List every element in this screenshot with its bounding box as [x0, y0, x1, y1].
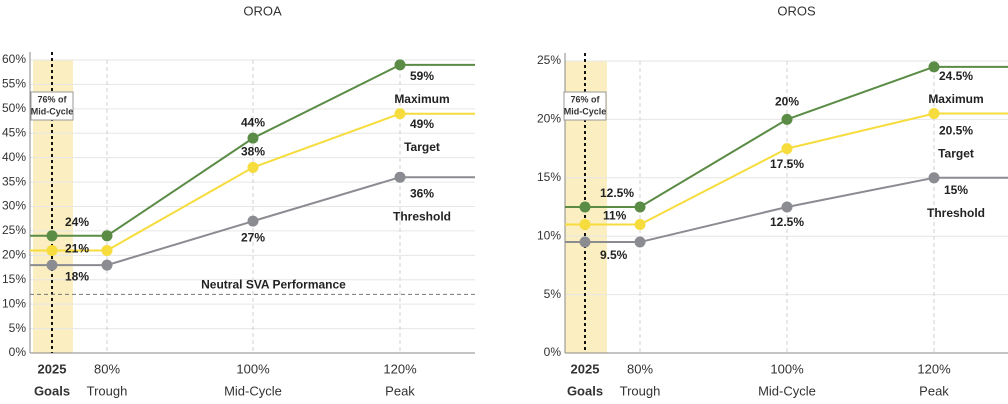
point [247, 215, 259, 227]
point [579, 201, 591, 213]
value-label: 21% [65, 242, 89, 256]
series-name: Threshold [393, 209, 451, 223]
chart-title: OROS [777, 3, 816, 18]
x-tick-sublabel: Trough [620, 383, 661, 398]
point [781, 113, 793, 125]
series-name: Maximum [394, 92, 449, 106]
point [46, 244, 58, 256]
y-tick-label: 45% [2, 125, 26, 139]
point [634, 236, 646, 248]
goal-note: Mid-Cycle [31, 106, 74, 116]
y-tick-label: 25% [2, 223, 26, 237]
value-label: 15% [944, 183, 968, 197]
y-tick-label: 10% [2, 296, 26, 310]
goal-note: 76% of [570, 94, 600, 104]
x-tick-label: 2025 [571, 361, 600, 376]
x-tick-label: 120% [917, 361, 951, 376]
point [634, 219, 646, 231]
series-line [585, 112, 935, 226]
y-tick-label: 20% [537, 112, 561, 126]
y-tick-label: 30% [2, 199, 26, 213]
value-label: 12.5% [600, 186, 634, 200]
value-label: 20% [775, 95, 799, 109]
y-tick-label: 20% [2, 248, 26, 262]
value-label: 11% [603, 209, 627, 223]
value-label: 12.5% [770, 215, 804, 229]
point [394, 59, 406, 71]
point [781, 143, 793, 155]
point [101, 244, 113, 256]
x-tick-label: 100% [236, 361, 270, 376]
value-label: 36% [410, 186, 434, 200]
value-label: 9.5% [600, 248, 628, 262]
x-tick-label: 100% [770, 361, 804, 376]
reference-label: Neutral SVA Performance [201, 278, 346, 292]
point [781, 201, 793, 213]
series-name: Target [404, 140, 440, 154]
x-tick-sublabel: Goals [567, 383, 603, 398]
value-label: 59% [410, 69, 434, 83]
x-tick-sublabel: Peak [385, 383, 415, 398]
y-tick-label: 5% [544, 287, 562, 301]
y-tick-label: 15% [537, 170, 561, 184]
y-tick-label: 55% [2, 77, 26, 91]
x-tick-sublabel: Peak [919, 383, 949, 398]
goal-note: 76% of [37, 94, 67, 104]
series-line [52, 112, 401, 252]
series-line [52, 63, 401, 237]
value-label: 27% [241, 230, 265, 244]
point [101, 259, 113, 271]
point [928, 61, 940, 73]
point [46, 259, 58, 271]
value-label: 44% [241, 115, 265, 129]
point [247, 132, 259, 144]
series-line [585, 65, 935, 208]
point [46, 230, 58, 242]
series-name: Maximum [928, 92, 983, 106]
point [634, 201, 646, 213]
goal-note: Mid-Cycle [564, 106, 607, 116]
x-tick-label: 2025 [38, 361, 67, 376]
value-label: 17.5% [770, 157, 804, 171]
point [579, 219, 591, 231]
x-tick-sublabel: Trough [87, 383, 128, 398]
y-tick-label: 0% [9, 345, 27, 359]
series-line [52, 176, 401, 267]
x-tick-label: 120% [383, 361, 417, 376]
chart-title: OROA [243, 3, 282, 18]
point [101, 230, 113, 242]
x-tick-sublabel: Mid-Cycle [224, 383, 282, 398]
value-label: 49% [410, 117, 434, 131]
x-tick-sublabel: Mid-Cycle [758, 383, 816, 398]
value-label: 24.5% [939, 69, 973, 83]
point [394, 171, 406, 183]
y-tick-label: 5% [9, 321, 27, 335]
x-tick-sublabel: Goals [34, 383, 70, 398]
y-tick-label: 15% [2, 272, 26, 286]
goal-note-box [563, 91, 607, 121]
value-label: 24% [65, 215, 89, 229]
y-tick-label: 60% [2, 52, 26, 66]
point [579, 236, 591, 248]
point [928, 172, 940, 184]
y-tick-label: 25% [537, 53, 561, 67]
point [247, 161, 259, 173]
x-tick-label: 80% [94, 361, 120, 376]
goal-note-box [30, 91, 74, 121]
point [928, 108, 940, 120]
y-tick-label: 50% [2, 101, 26, 115]
y-tick-label: 40% [2, 150, 26, 164]
value-label: 38% [241, 145, 265, 159]
point [394, 108, 406, 120]
series-name: Threshold [927, 206, 985, 220]
value-label: 18% [65, 269, 89, 283]
series-line [585, 176, 935, 244]
y-tick-label: 0% [544, 345, 562, 359]
y-tick-label: 35% [2, 174, 26, 188]
value-label: 20.5% [939, 124, 973, 138]
y-tick-label: 10% [537, 228, 561, 242]
series-name: Target [938, 147, 974, 161]
x-tick-label: 80% [627, 361, 653, 376]
